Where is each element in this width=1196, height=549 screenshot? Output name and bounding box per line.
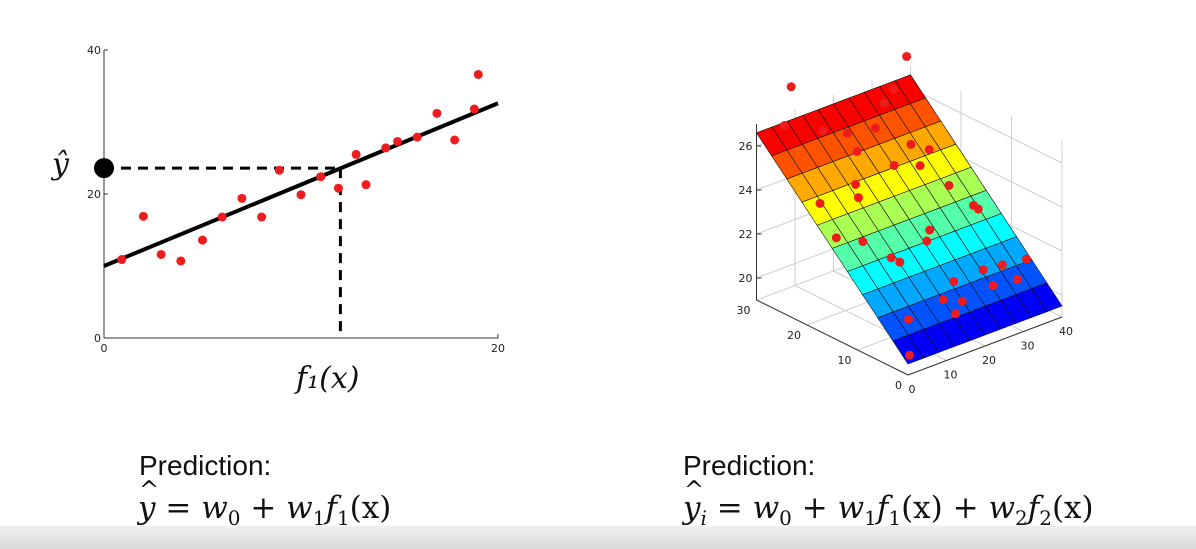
data-point-3d xyxy=(925,225,935,235)
data-point xyxy=(217,212,227,222)
data-point-3d xyxy=(889,84,899,94)
x-tick-label: 20 xyxy=(982,354,996,367)
x-tick-label: 40 xyxy=(1059,325,1073,338)
data-point xyxy=(237,193,247,203)
data-point-3d xyxy=(988,281,998,291)
x-tick-label: 0 xyxy=(101,342,108,355)
data-point-3d xyxy=(1012,274,1022,284)
data-point xyxy=(469,104,479,114)
y-tick-label: 10 xyxy=(838,354,852,367)
data-point xyxy=(316,172,326,182)
left-formula: ^ y = w0 + w1f1(x) xyxy=(138,476,392,531)
y-axis-3d xyxy=(756,299,909,376)
data-point-3d xyxy=(851,179,861,189)
data-point-3d xyxy=(906,139,916,149)
data-point xyxy=(333,183,343,193)
y-tick-label: 0 xyxy=(94,332,101,345)
data-point-3d xyxy=(1021,254,1031,264)
data-point-3d xyxy=(944,180,954,190)
x-tick-label: 0 xyxy=(909,383,916,396)
data-point xyxy=(412,132,422,142)
data-point-3d xyxy=(886,253,896,263)
left-caption: Prediction: xyxy=(139,450,272,481)
data-point-3d xyxy=(904,314,913,324)
z-tick-label: 22 xyxy=(739,228,753,241)
right-caption: Prediction: xyxy=(683,450,816,481)
y-tick-label: 40 xyxy=(87,44,101,57)
z-tick-label: 26 xyxy=(739,140,753,153)
x-tick-label: 20 xyxy=(491,342,505,355)
surface-regression-plot: 0 10 20 30 40 0 10 20 30 20 22 24 26 xyxy=(737,51,1073,396)
data-point-3d xyxy=(831,233,841,243)
y-hat-label: ŷ xyxy=(50,147,70,182)
bottom-bar xyxy=(0,526,1196,549)
data-point xyxy=(138,211,148,221)
data-point xyxy=(198,235,207,245)
z-tick-label: 20 xyxy=(739,272,753,285)
data-point-3d xyxy=(842,128,852,138)
data-point-3d xyxy=(818,126,828,136)
y-tick-label: 30 xyxy=(737,304,751,317)
data-point-3d xyxy=(815,198,825,208)
data-point-3d xyxy=(852,146,862,156)
data-point xyxy=(176,256,186,266)
data-point-3d xyxy=(997,260,1007,270)
data-point-3d xyxy=(951,309,961,319)
data-point xyxy=(473,69,483,79)
data-point-3d xyxy=(779,121,789,131)
data-point xyxy=(450,135,460,145)
data-point-3d xyxy=(957,296,967,306)
data-point-3d xyxy=(924,145,934,155)
data-point-3d xyxy=(902,51,912,61)
y-tick-label: 0 xyxy=(895,379,902,392)
data-point-3d xyxy=(858,237,868,247)
data-point-3d xyxy=(949,276,959,286)
y-tick-label: 20 xyxy=(787,329,801,342)
regression-line xyxy=(103,101,499,268)
data-point-3d xyxy=(922,236,932,246)
data-point-3d xyxy=(969,200,978,210)
data-point-3d xyxy=(854,193,863,203)
data-point-3d xyxy=(978,265,988,275)
x-axis-label: f₁(x) xyxy=(294,361,359,396)
data-point-3d xyxy=(895,257,905,267)
surface-cell xyxy=(892,334,924,365)
grid-line xyxy=(910,87,1063,164)
x-tick-label: 10 xyxy=(944,369,958,382)
data-point xyxy=(393,136,403,146)
data-point xyxy=(296,190,306,200)
y-tick-label: 20 xyxy=(87,188,101,201)
data-point-3d xyxy=(889,160,899,170)
data-point xyxy=(274,165,284,175)
data-point-3d xyxy=(915,161,925,171)
prediction-point xyxy=(94,158,114,179)
data-point xyxy=(432,108,442,118)
data-point xyxy=(361,180,371,190)
right-formula: ^ yi = w0 + w1f1(x) + w2f2(x) xyxy=(683,476,1094,531)
data-point-3d xyxy=(870,123,880,133)
data-point xyxy=(351,149,361,159)
data-point xyxy=(257,212,267,222)
linear-regression-plot: 0 20 40 0 20 ŷ f₁(x) xyxy=(50,44,505,396)
data-point-3d xyxy=(880,98,889,108)
data-point-3d xyxy=(904,350,914,360)
z-tick-label: 24 xyxy=(739,184,753,197)
data-point-3d xyxy=(938,295,948,305)
x-axis-3d xyxy=(907,316,1063,376)
data-point xyxy=(381,143,391,153)
data-point-3d xyxy=(786,82,796,92)
data-point xyxy=(117,255,127,265)
data-point xyxy=(156,249,166,259)
x-tick-label: 30 xyxy=(1021,340,1035,353)
